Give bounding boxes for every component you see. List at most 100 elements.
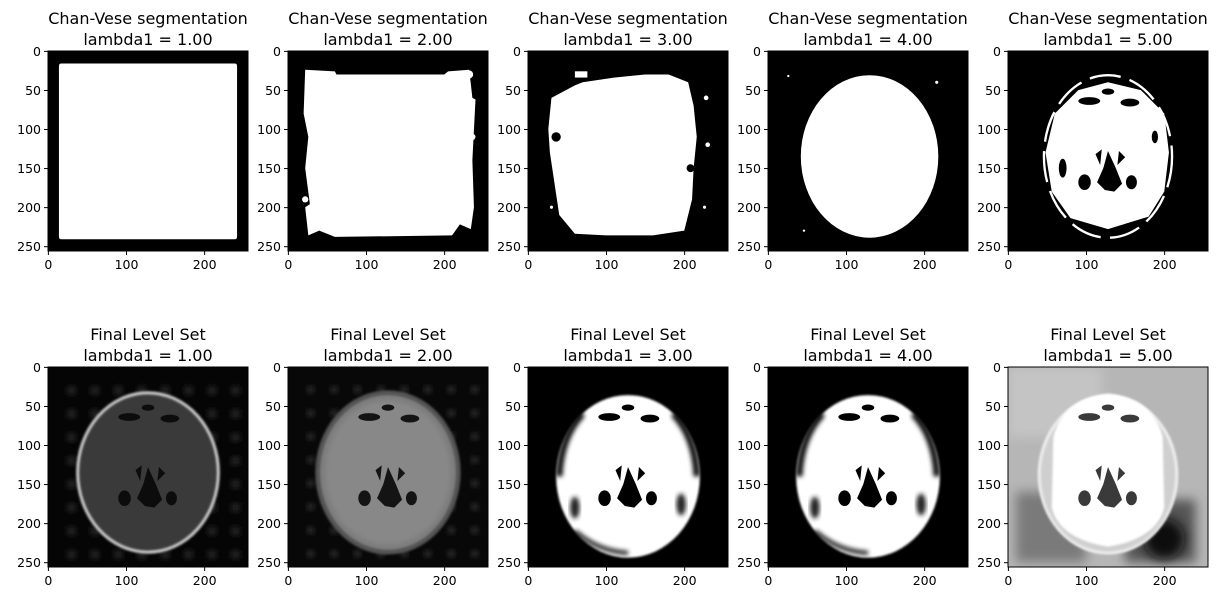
y-tick-label: 200 <box>497 200 521 215</box>
panel-image <box>768 367 968 567</box>
panel-title: Final Level Set <box>570 325 686 344</box>
panel-frame <box>1007 50 1209 252</box>
panel-lambda-label: lambda1 = 4.00 <box>803 346 932 365</box>
panel-level-set-1: Final Level Set lambda1 = 1.00 0 50 100 150 20… <box>17 325 249 588</box>
panel-lambda-label: lambda1 = 2.00 <box>323 346 452 365</box>
y-tick-label: 0 <box>993 360 1001 375</box>
y-tick-label: 0 <box>513 360 521 375</box>
y-tick-label: 150 <box>17 477 41 492</box>
panel-title: Final Level Set <box>810 325 926 344</box>
x-tick-label: 0 <box>284 573 292 588</box>
x-tick-label: 0 <box>284 257 292 272</box>
panel-lambda-label: lambda1 = 1.00 <box>83 346 212 365</box>
y-tick-label: 150 <box>977 161 1001 176</box>
x-tick-label: 100 <box>1075 573 1099 588</box>
y-tick-label: 50 <box>985 399 1001 414</box>
y-tick-label: 250 <box>977 555 1001 570</box>
y-tick-label: 100 <box>17 438 41 453</box>
y-tick-label: 100 <box>737 122 761 137</box>
panel-frame <box>47 366 249 568</box>
y-tick-label: 0 <box>513 44 521 59</box>
x-tick-label: 0 <box>1004 257 1012 272</box>
panel-image <box>288 51 488 251</box>
x-tick-label: 0 <box>764 257 772 272</box>
y-tick-label: 100 <box>977 122 1001 137</box>
y-tick-label: 0 <box>753 44 761 59</box>
panel-title: Chan-Vese segmentation <box>768 9 968 28</box>
y-tick-label: 50 <box>745 399 761 414</box>
panel-title: Chan-Vese segmentation <box>48 9 248 28</box>
y-tick-label: 250 <box>977 239 1001 254</box>
panel-lambda-label: lambda1 = 1.00 <box>83 30 212 49</box>
y-tick-label: 200 <box>977 200 1001 215</box>
panel-segmentation-3: Chan-Vese segmentation lambda1 = 3.00 0 50 1… <box>497 9 729 272</box>
panel-image <box>48 367 248 567</box>
panel-lambda-label: lambda1 = 4.00 <box>803 30 932 49</box>
y-tick-label: 50 <box>505 399 521 414</box>
panel-title: Chan-Vese segmentation <box>1008 9 1208 28</box>
y-tick-label: 150 <box>737 477 761 492</box>
panel-frame <box>767 366 969 568</box>
y-tick-label: 0 <box>753 360 761 375</box>
y-tick-label: 0 <box>33 360 41 375</box>
x-tick-label: 200 <box>1153 573 1177 588</box>
y-tick-label: 250 <box>257 239 281 254</box>
panel-image <box>48 51 248 251</box>
panel-frame <box>527 50 729 252</box>
x-tick-label: 0 <box>44 257 52 272</box>
panel-image <box>288 367 488 567</box>
panel-frame <box>767 50 969 252</box>
y-tick-label: 150 <box>737 161 761 176</box>
y-tick-label: 0 <box>273 44 281 59</box>
y-tick-label: 200 <box>737 516 761 531</box>
panel-level-set-4: Final Level Set lambda1 = 4.00 0 50 100 150 20… <box>737 325 969 588</box>
panel-lambda-label: lambda1 = 5.00 <box>1043 346 1172 365</box>
y-tick-label: 100 <box>257 122 281 137</box>
x-tick-label: 0 <box>764 573 772 588</box>
panel-level-set-3: Final Level Set lambda1 = 3.00 0 50 100 150 20… <box>497 325 729 588</box>
panel-lambda-label: lambda1 = 3.00 <box>563 346 692 365</box>
y-tick-label: 200 <box>17 516 41 531</box>
y-tick-label: 200 <box>17 200 41 215</box>
panel-title: Chan-Vese segmentation <box>528 9 728 28</box>
y-tick-label: 200 <box>977 516 1001 531</box>
y-tick-label: 50 <box>265 83 281 98</box>
y-tick-label: 50 <box>745 83 761 98</box>
panel-image <box>528 367 728 567</box>
x-tick-label: 100 <box>355 257 379 272</box>
panel-image <box>528 51 728 251</box>
panel-image <box>1008 51 1208 251</box>
y-tick-label: 150 <box>257 161 281 176</box>
x-tick-label: 0 <box>44 573 52 588</box>
y-tick-label: 50 <box>985 83 1001 98</box>
panel-segmentation-5: Chan-Vese segmentation lambda1 = 5.00 0 50 1… <box>977 9 1209 272</box>
panel-frame <box>287 50 489 252</box>
panel-frame <box>47 50 249 252</box>
x-tick-label: 200 <box>193 573 217 588</box>
panel-lambda-label: lambda1 = 5.00 <box>1043 30 1172 49</box>
panel-title: Final Level Set <box>330 325 446 344</box>
y-tick-label: 250 <box>17 555 41 570</box>
x-tick-label: 100 <box>835 257 859 272</box>
x-tick-label: 100 <box>835 573 859 588</box>
panel-level-set-2: Final Level Set lambda1 = 2.00 0 50 100 150 20… <box>257 325 489 588</box>
y-tick-label: 0 <box>273 360 281 375</box>
panel-segmentation-4: Chan-Vese segmentation lambda1 = 4.00 0 50 1… <box>737 9 969 272</box>
y-tick-label: 50 <box>265 399 281 414</box>
x-tick-label: 200 <box>913 257 937 272</box>
x-tick-label: 200 <box>193 257 217 272</box>
x-tick-label: 100 <box>595 257 619 272</box>
y-tick-label: 250 <box>497 239 521 254</box>
y-tick-label: 250 <box>17 239 41 254</box>
panel-frame <box>1007 366 1209 568</box>
y-tick-label: 150 <box>977 477 1001 492</box>
x-tick-label: 200 <box>673 257 697 272</box>
panel-lambda-label: lambda1 = 3.00 <box>563 30 692 49</box>
panel-segmentation-1: Chan-Vese segmentation lambda1 = 1.00 0 50 1… <box>17 9 249 272</box>
y-tick-label: 150 <box>17 161 41 176</box>
x-tick-label: 200 <box>913 573 937 588</box>
y-tick-label: 200 <box>257 516 281 531</box>
y-tick-label: 200 <box>257 200 281 215</box>
panel-frame <box>527 366 729 568</box>
